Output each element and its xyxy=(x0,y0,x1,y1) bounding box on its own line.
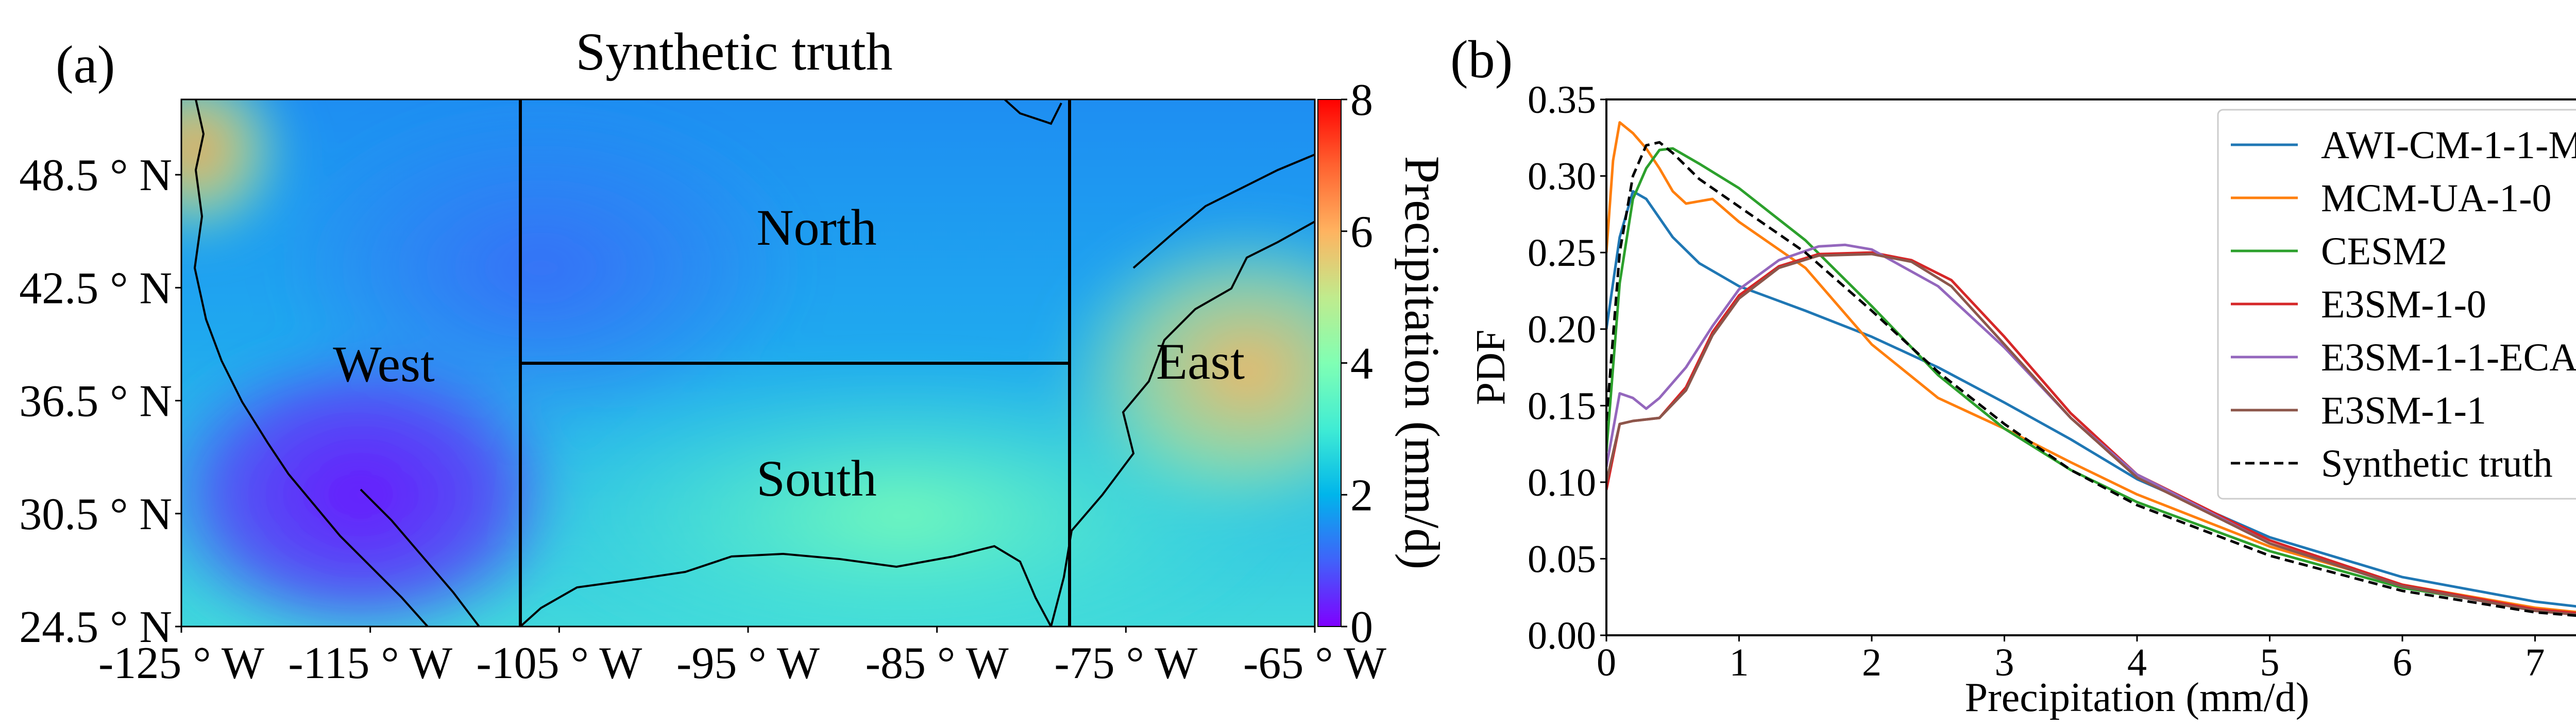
map-y-tick-label: 48.5 ° N xyxy=(19,150,172,200)
pdf-x-axis: 012345678 xyxy=(1597,635,2545,684)
series-line-mcm-ua-1-0 xyxy=(1606,121,2576,614)
pdf-x-tick-label: 3 xyxy=(1995,641,2014,684)
map-x-tick-label: -75 ° W xyxy=(1054,638,1197,688)
colorbar-tick-label: 2 xyxy=(1350,470,1373,520)
panel-b-label: (b) xyxy=(1450,30,1513,89)
legend-entry-label: E3SM-1-0 xyxy=(2321,283,2486,326)
gulf-coastline xyxy=(519,545,1052,627)
map-x-tick-label: -105 ° W xyxy=(476,638,642,688)
east-wet-area xyxy=(1051,216,1315,526)
map-y-tick-label: 36.5 ° N xyxy=(19,377,172,427)
colorbar-tick-label: 0 xyxy=(1350,602,1373,652)
pdf-y-tick-label: 0.15 xyxy=(1528,384,1596,428)
pdf-x-label: Precipitation (mm/d) xyxy=(1965,675,2310,720)
pdf-x-tick-label: 1 xyxy=(1730,641,1749,684)
map-y-tick-label: 42.5 ° N xyxy=(19,263,172,313)
pdf-y-axis: 0.00 0.05 0.10 0.15 0.20 0.25 0.30 0.35 xyxy=(1528,78,1606,657)
colorbar xyxy=(1317,99,1342,627)
legend-entry-label: CESM2 xyxy=(2321,230,2447,273)
map-y-tick-label: 30.5 ° N xyxy=(19,489,172,539)
baja-peninsula xyxy=(360,488,480,627)
pdf-legend: AWI-CM-1-1-MR MCM-UA-1-0 CESM2 E3SM-1-0 E3SM… xyxy=(2217,109,2576,500)
florida-atlantic-coastline xyxy=(1050,221,1315,627)
pdf-y-label: PDF xyxy=(1468,330,1514,405)
legend-entry-label: MCM-UA-1-0 xyxy=(2321,177,2552,220)
region-label-north: North xyxy=(756,199,876,256)
colorbar-tick-label: 4 xyxy=(1350,339,1373,389)
legend-entry-label: Synthetic truth xyxy=(2321,442,2553,485)
pdf-series xyxy=(1606,121,2576,617)
map-y-tick-label: 24.5 ° N xyxy=(19,602,172,652)
region-label-west: West xyxy=(333,335,435,393)
northwest-wet-area xyxy=(181,99,299,252)
pdf-y-tick-label: 0.20 xyxy=(1528,308,1596,351)
legend-entry-label: E3SM-1-1-ECA xyxy=(2321,336,2576,379)
map-x-axis: -125 ° W -115 ° W -105 ° W -95 ° W -85 ° W -7… xyxy=(98,627,1386,688)
colorbar-tick-label: 8 xyxy=(1350,75,1373,125)
pdf-x-tick-label: 6 xyxy=(2393,641,2412,684)
great-lakes-outline xyxy=(1004,99,1062,125)
pdf-y-tick-label: 0.25 xyxy=(1528,231,1596,275)
legend-box xyxy=(2217,109,2576,500)
map-x-tick-label: -65 ° W xyxy=(1243,638,1386,688)
panel-a-label: (a) xyxy=(56,35,115,94)
map-x-tick-label: -95 ° W xyxy=(676,638,820,688)
map-x-tick-label: -115 ° W xyxy=(288,638,452,688)
legend-entry-label: E3SM-1-1 xyxy=(2321,389,2486,432)
pdf-x-tick-label: 0 xyxy=(1597,641,1616,684)
series-line-awi-cm-1-1-mr xyxy=(1606,190,2576,608)
pdf-x-tick-label: 7 xyxy=(2526,641,2545,684)
pdf-y-tick-label: 0.35 xyxy=(1528,78,1596,122)
pdf-x-tick-label: 2 xyxy=(1862,641,1882,684)
pdf-y-tick-label: 0.05 xyxy=(1528,537,1596,581)
map-x-tick-label: -85 ° W xyxy=(866,638,1009,688)
new-england-coastline xyxy=(1132,154,1315,269)
series-line-e3sm-1-1 xyxy=(1606,252,2576,616)
colorbar-tick-label: 6 xyxy=(1350,207,1373,257)
pdf-x-tick-label: 4 xyxy=(2127,641,2147,684)
pacific-coastline xyxy=(193,99,429,627)
pdf-y-tick-label: 0.10 xyxy=(1528,461,1596,504)
southwest-dry-area xyxy=(181,340,577,627)
region-label-east: East xyxy=(1156,333,1245,390)
pdf-y-tick-label: 0.30 xyxy=(1528,155,1596,198)
series-line-cesm2 xyxy=(1606,147,2576,615)
legend-entry-label: AWI-CM-1-1-MR xyxy=(2321,124,2576,167)
colorbar-ticks: 0 2 4 6 8 xyxy=(1341,75,1373,652)
panel-a-title: Synthetic truth xyxy=(575,22,892,81)
map-x-tick-label: -125 ° W xyxy=(98,638,264,688)
region-label-south: South xyxy=(756,450,876,507)
series-line-synthetic-truth xyxy=(1606,141,2576,617)
map-y-axis: 24.5 ° N 30.5 ° N 36.5 ° N 42.5 ° N 48.5 ° N xyxy=(19,150,181,652)
pdf-x-tick-label: 5 xyxy=(2260,641,2280,684)
precipitation-map xyxy=(181,99,1315,627)
pdf-y-tick-label: 0.00 xyxy=(1528,614,1596,657)
colorbar-label: Precipitation (mm/d) xyxy=(1395,156,1450,570)
